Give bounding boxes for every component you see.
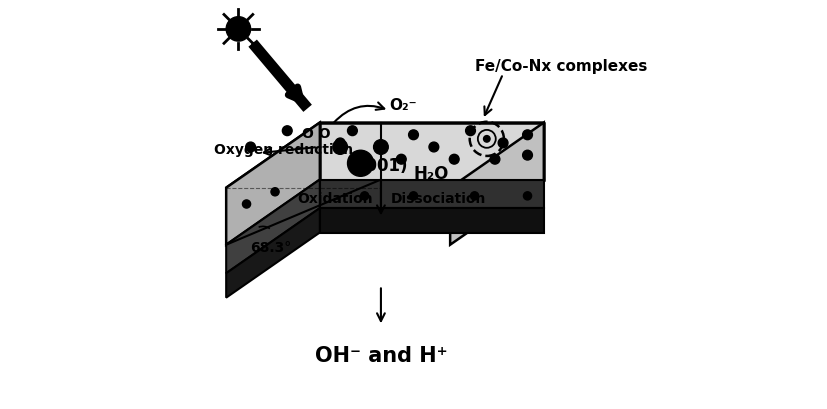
Circle shape <box>271 188 280 196</box>
Text: O O: O O <box>302 126 330 140</box>
Circle shape <box>333 140 347 155</box>
Circle shape <box>490 155 500 165</box>
Circle shape <box>498 139 508 148</box>
Circle shape <box>466 126 476 136</box>
Text: O₂⁻: O₂⁻ <box>389 97 417 112</box>
Polygon shape <box>320 123 544 180</box>
Circle shape <box>429 143 439 153</box>
Circle shape <box>374 140 388 155</box>
Text: OH⁻ and H⁺: OH⁻ and H⁺ <box>314 345 447 365</box>
Circle shape <box>409 192 418 200</box>
Polygon shape <box>450 123 544 245</box>
Polygon shape <box>226 209 320 298</box>
Polygon shape <box>226 123 544 188</box>
Text: Oxygen reduction: Oxygen reduction <box>214 143 353 157</box>
Text: Fe/Co-Nx complexes: Fe/Co-Nx complexes <box>475 59 647 74</box>
Circle shape <box>523 192 532 200</box>
Circle shape <box>523 151 533 161</box>
Circle shape <box>347 151 374 177</box>
Circle shape <box>409 130 418 140</box>
Circle shape <box>282 126 292 136</box>
Circle shape <box>226 18 251 42</box>
Circle shape <box>242 200 251 209</box>
Text: (001): (001) <box>359 157 408 175</box>
Circle shape <box>396 155 406 165</box>
Text: 68.3°: 68.3° <box>251 240 292 254</box>
Polygon shape <box>320 209 544 233</box>
Circle shape <box>449 155 459 165</box>
Polygon shape <box>226 180 320 274</box>
Text: Oxidation: Oxidation <box>298 191 373 205</box>
Circle shape <box>523 130 533 140</box>
Circle shape <box>335 139 345 148</box>
Text: H₂O: H₂O <box>414 165 449 183</box>
Circle shape <box>347 126 357 136</box>
Circle shape <box>361 192 369 200</box>
Circle shape <box>471 192 479 200</box>
Circle shape <box>246 143 256 153</box>
Polygon shape <box>226 123 320 245</box>
Circle shape <box>484 136 490 143</box>
Text: Dissociation: Dissociation <box>391 191 486 205</box>
Polygon shape <box>320 180 544 209</box>
